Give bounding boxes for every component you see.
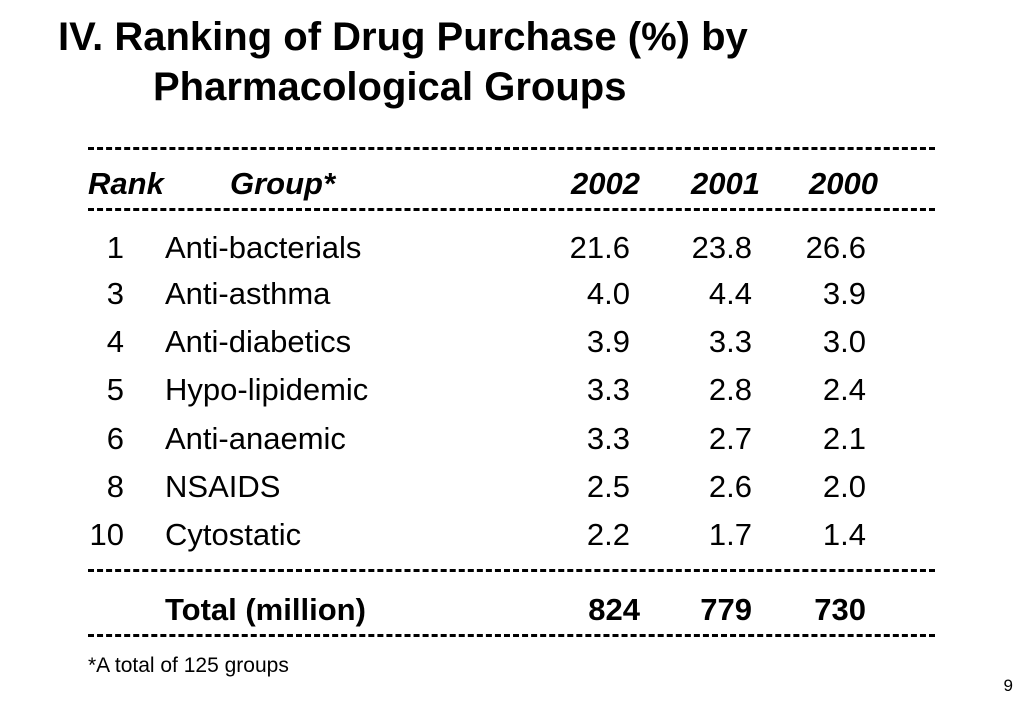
- divider-before-total: [88, 569, 935, 572]
- value-2000-cell: 2.4: [822, 372, 866, 407]
- header-rank: Rank: [88, 166, 164, 201]
- header-2001: 2001: [691, 166, 760, 201]
- value-2002-cell: 2.5: [586, 469, 630, 504]
- value-2001-cell: 3.3: [708, 324, 752, 359]
- value-2002-cell: 3.3: [586, 421, 630, 456]
- group-cell: Anti-diabetics: [165, 324, 352, 359]
- value-2002-cell: 3.3: [586, 372, 630, 407]
- value-2002-cell: 2.2: [586, 517, 630, 552]
- total-2000: 730: [814, 592, 866, 627]
- value-2002-cell: 4.0: [586, 276, 630, 311]
- value-2001-cell: 2.6: [708, 469, 752, 504]
- total-2001: 779: [700, 592, 752, 627]
- header-2000: 2000: [809, 166, 878, 201]
- page-number: 9: [1003, 676, 1013, 695]
- value-2000-cell: 26.6: [805, 230, 866, 265]
- total-2002: 824: [588, 592, 640, 627]
- rank-cell: 3: [106, 276, 124, 311]
- value-2001-cell: 2.7: [708, 421, 752, 456]
- group-cell: Anti-bacterials: [165, 230, 362, 265]
- value-2000-cell: 2.1: [822, 421, 866, 456]
- rank-cell: 8: [106, 469, 124, 504]
- slide-title-line2: Pharmacological Groups: [153, 65, 627, 109]
- value-2001-cell: 1.7: [708, 517, 752, 552]
- rank-cell: 5: [106, 372, 124, 407]
- rank-cell: 10: [89, 517, 124, 552]
- header-group: Group*: [230, 166, 336, 201]
- divider-header: [88, 208, 935, 211]
- divider-top: [88, 147, 935, 150]
- value-2001-cell: 23.8: [691, 230, 752, 265]
- divider-bottom: [88, 634, 935, 637]
- value-2000-cell: 3.9: [822, 276, 866, 311]
- group-cell: Anti-asthma: [165, 276, 331, 311]
- rank-cell: 4: [106, 324, 124, 359]
- group-cell: Anti-anaemic: [165, 421, 346, 456]
- group-cell: NSAIDS: [165, 469, 281, 504]
- slide-title-line1: IV. Ranking of Drug Purchase (%) by: [58, 15, 748, 59]
- value-2001-cell: 4.4: [708, 276, 752, 311]
- header-2002: 2002: [571, 166, 640, 201]
- value-2001-cell: 2.8: [708, 372, 752, 407]
- value-2000-cell: 2.0: [822, 469, 866, 504]
- total-label: Total (million): [165, 592, 366, 627]
- value-2002-cell: 21.6: [569, 230, 630, 265]
- value-2002-cell: 3.9: [586, 324, 630, 359]
- group-cell: Hypo-lipidemic: [165, 372, 369, 407]
- value-2000-cell: 3.0: [822, 324, 866, 359]
- slide-title: IV. Ranking of Drug Purchase (%) by Phar…: [58, 12, 748, 112]
- rank-cell: 1: [106, 230, 124, 265]
- value-2000-cell: 1.4: [822, 517, 866, 552]
- footnote: *A total of 125 groups: [88, 654, 289, 677]
- rank-cell: 6: [106, 421, 124, 456]
- group-cell: Cytostatic: [165, 517, 302, 552]
